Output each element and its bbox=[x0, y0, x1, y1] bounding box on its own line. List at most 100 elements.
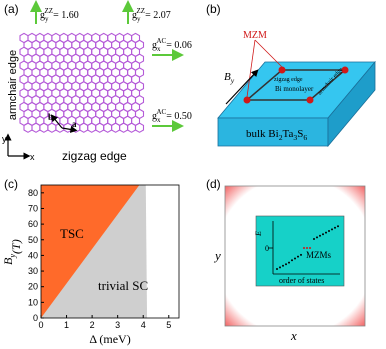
mzm-state bbox=[309, 247, 311, 249]
inset-label: MZMs bbox=[306, 250, 332, 260]
mzm-pointers bbox=[246, 39, 283, 98]
text-part: g bbox=[40, 10, 45, 21]
state-dot bbox=[322, 233, 324, 236]
y-tick-label: 70 bbox=[28, 203, 38, 213]
text-part: S bbox=[297, 128, 303, 140]
state-dot bbox=[276, 268, 278, 270]
inset-label: order of states bbox=[279, 276, 324, 285]
hexagon bbox=[103, 122, 113, 133]
axis-label: x bbox=[30, 152, 35, 162]
x-tick-label: 2 bbox=[90, 320, 95, 330]
layer-label: Bi monolayer bbox=[275, 85, 314, 93]
mzm-dots bbox=[243, 66, 349, 104]
y-tick-label: 30 bbox=[28, 266, 38, 276]
tsc-region bbox=[41, 185, 140, 318]
text-part: bulk Bi bbox=[246, 128, 279, 140]
state-dot bbox=[279, 266, 281, 269]
text-part: y bbox=[8, 254, 17, 259]
hexagon bbox=[134, 122, 145, 133]
inset-states bbox=[276, 225, 339, 270]
state-dot bbox=[288, 261, 290, 264]
panel-label: (b) bbox=[206, 2, 221, 16]
text-part: 3 bbox=[293, 133, 297, 142]
g-factor: gyZZ= 1.60 bbox=[40, 7, 79, 23]
state-dot bbox=[297, 255, 299, 258]
text-part: AC bbox=[157, 108, 167, 116]
hexagon bbox=[63, 122, 73, 133]
hexagon bbox=[39, 122, 49, 133]
state-dot bbox=[328, 230, 330, 232]
state-dot bbox=[331, 228, 333, 231]
edge-label: zigzag edge bbox=[62, 149, 127, 163]
text-part: y bbox=[45, 15, 49, 23]
text-part: y bbox=[137, 15, 141, 23]
state-dot bbox=[325, 231, 327, 234]
g-factor: gyZZ= 2.07 bbox=[132, 7, 171, 23]
state-dot bbox=[294, 257, 296, 260]
y-tick-label: 80 bbox=[28, 188, 38, 198]
mzm-label: MZM bbox=[243, 30, 267, 41]
text-part: = 0.06 bbox=[166, 40, 192, 51]
y-axis-label: By(T) bbox=[1, 239, 23, 265]
text-part: ZZ bbox=[45, 7, 54, 15]
edge-label: zigzag edge bbox=[274, 77, 303, 83]
bulk-label: bulk Bi2Ta3S6 bbox=[246, 128, 307, 142]
panel-label: (a) bbox=[4, 2, 19, 16]
y-tick-label: 0 bbox=[33, 313, 38, 323]
x-tick-label: 4 bbox=[141, 320, 146, 330]
inset-label: E bbox=[254, 231, 263, 237]
hexagon bbox=[79, 122, 89, 133]
hexagon bbox=[87, 122, 97, 133]
axis-label: x bbox=[290, 328, 297, 343]
text-part: x bbox=[157, 116, 161, 124]
state-dot bbox=[334, 226, 336, 229]
y-tick-label: 50 bbox=[28, 235, 38, 245]
field-label: By bbox=[224, 71, 235, 85]
y-tick-label: 20 bbox=[28, 282, 38, 292]
hexagon bbox=[119, 122, 129, 133]
state-dot bbox=[316, 236, 318, 239]
hexagon bbox=[127, 122, 137, 133]
text-part: x bbox=[157, 45, 161, 53]
text-part: = 0.50 bbox=[166, 111, 192, 122]
text-part: g bbox=[152, 111, 157, 122]
phase-diagram bbox=[40, 184, 180, 319]
edge-label: armchair edge bbox=[7, 50, 19, 120]
y-tick-label: 40 bbox=[28, 250, 38, 260]
honeycomb-lattice bbox=[19, 32, 145, 133]
hexagon bbox=[111, 122, 121, 133]
text-part: ZZ bbox=[137, 7, 146, 15]
x-tick-label: 1 bbox=[64, 320, 69, 330]
g-factor: gxAC= 0.50 bbox=[152, 108, 192, 124]
text-part: Ta bbox=[283, 128, 294, 140]
hexagon bbox=[47, 122, 57, 133]
panel-label: (d) bbox=[206, 177, 221, 191]
arrows bbox=[30, 0, 184, 132]
state-dot bbox=[291, 259, 293, 262]
plot-frame bbox=[40, 184, 180, 319]
axis-label: y bbox=[2, 134, 7, 144]
hexagon bbox=[95, 122, 105, 133]
text-part: 2 bbox=[279, 133, 283, 142]
text-part: AC bbox=[157, 37, 167, 45]
region-label: trivial SC bbox=[98, 278, 148, 293]
field-arrow bbox=[225, 69, 259, 105]
panel-label: (c) bbox=[4, 177, 18, 191]
state-dot bbox=[319, 234, 321, 237]
x-axis-label: Δ (meV) bbox=[89, 332, 130, 346]
xy-axes bbox=[4, 114, 78, 160]
mzm-state bbox=[303, 247, 305, 249]
x-tick-label: 3 bbox=[115, 320, 120, 330]
state-dot bbox=[337, 225, 339, 228]
axis-label: y bbox=[213, 248, 221, 263]
text-part: (T) bbox=[9, 239, 23, 254]
text-part: = 2.07 bbox=[145, 10, 171, 21]
state-dot bbox=[313, 238, 315, 240]
inset-axes bbox=[268, 221, 340, 275]
x-tick-label: 5 bbox=[166, 320, 171, 330]
state-dot bbox=[300, 253, 302, 256]
text-part: B bbox=[1, 257, 15, 265]
text-part: B bbox=[224, 71, 231, 83]
